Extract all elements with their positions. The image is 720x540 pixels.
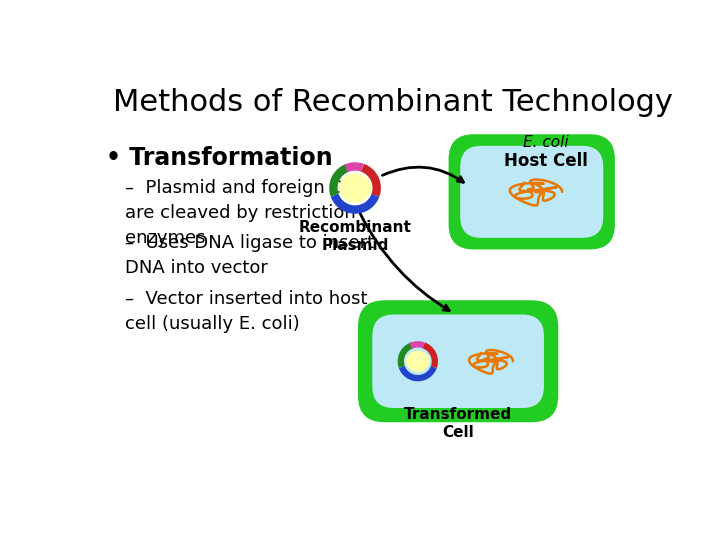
Ellipse shape xyxy=(406,350,430,372)
FancyBboxPatch shape xyxy=(449,134,615,249)
Text: Host Cell: Host Cell xyxy=(504,152,588,170)
Text: Methods of Recombinant Technology: Methods of Recombinant Technology xyxy=(113,88,673,117)
Text: –  Plasmid and foreign DNA
are cleaved by restriction
enzymes: – Plasmid and foreign DNA are cleaved by… xyxy=(125,179,370,247)
Text: E. coli: E. coli xyxy=(523,134,569,150)
Text: • Transformation: • Transformation xyxy=(106,146,332,170)
Text: Recombinant
Plasmid: Recombinant Plasmid xyxy=(299,220,412,253)
Text: –  Vector inserted into host
cell (usually E. coli): – Vector inserted into host cell (usuall… xyxy=(125,289,367,333)
FancyBboxPatch shape xyxy=(460,146,603,238)
FancyBboxPatch shape xyxy=(372,314,544,408)
Text: –  Uses DNA ligase to insert
DNA into vector: – Uses DNA ligase to insert DNA into vec… xyxy=(125,234,374,277)
FancyBboxPatch shape xyxy=(358,300,558,422)
Ellipse shape xyxy=(339,173,372,202)
Text: Transformed
Cell: Transformed Cell xyxy=(404,408,512,440)
